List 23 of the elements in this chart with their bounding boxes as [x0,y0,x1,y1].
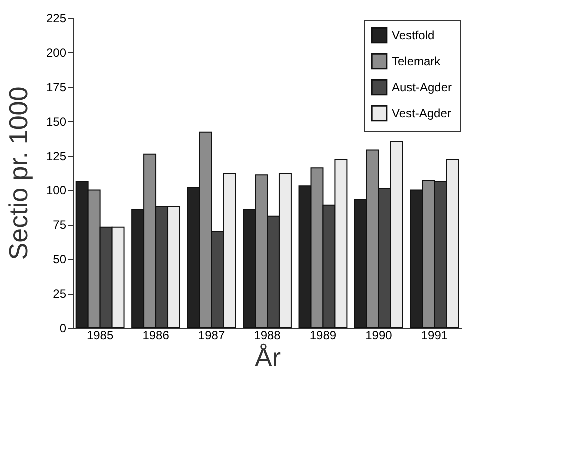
x-tick-label: 1985 [86,328,114,342]
y-tick-label: 125 [46,149,67,164]
x-axis-title: År [255,342,282,372]
legend-label: Telemark [392,54,442,68]
y-tick-label: 200 [46,46,67,60]
y-tick-label: 75 [53,218,67,232]
x-tick-label: 1991 [421,328,448,342]
y-tick-label: 225 [46,12,67,26]
x-tick-label: 1989 [310,328,337,342]
x-tick-label: 1987 [198,328,226,342]
y-tick-label: 50 [53,252,67,267]
y-tick-label: 175 [46,80,67,94]
x-tick-label: 1988 [254,328,282,342]
legend-label: Vest-Agder [392,106,452,120]
y-tick-label: 25 [53,287,67,302]
y-tick-label: 150 [46,114,67,129]
y-tick-label: 100 [46,184,67,198]
x-tick-label: 1990 [366,328,393,342]
y-tick-label: 0 [60,322,67,336]
x-tick-label: 1986 [142,328,170,342]
legend-label: Vestfold [392,28,435,42]
y-axis-title: Sectio pr. 1000 [3,86,34,260]
legend-label: Aust-Agder [392,80,452,94]
